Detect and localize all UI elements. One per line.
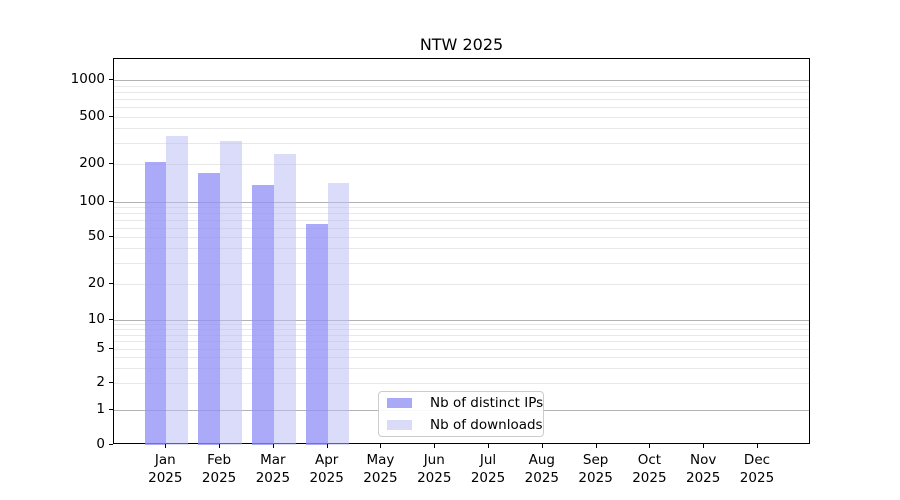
x-axis-tick [219, 444, 221, 448]
major-gridline [114, 319, 809, 321]
minor-gridline [114, 263, 809, 265]
x-axis-tick [649, 444, 651, 448]
y-axis-tick [108, 200, 113, 202]
minor-gridline [114, 164, 809, 165]
minor-gridline [114, 248, 809, 250]
x-axis-tick-label: Aug 2025 [524, 452, 559, 486]
x-axis-tick [756, 444, 758, 448]
legend-label: Nb of distinct IPs [430, 395, 544, 411]
y-axis-tick-label: 0 [96, 436, 105, 452]
y-axis-tick [108, 408, 113, 410]
minor-gridline [114, 99, 809, 101]
x-axis-tick-label: Sep 2025 [578, 452, 613, 486]
minor-gridline [114, 91, 809, 93]
x-axis-tick-label: May 2025 [363, 452, 398, 486]
x-axis-tick-label: Dec 2025 [739, 452, 775, 486]
legend-label: Nb of downloads [430, 417, 543, 433]
x-axis-tick-label: Jan 2025 [148, 452, 183, 486]
legend: Nb of distinct IPs Nb of downloads [378, 391, 544, 437]
x-axis-tick-label: Mar 2025 [255, 452, 291, 486]
minor-gridline [114, 212, 809, 214]
plot-area [113, 58, 810, 445]
bar-downloads [327, 182, 350, 445]
minor-gridline [114, 323, 809, 325]
x-axis-tick [488, 444, 490, 448]
minor-gridline [114, 237, 809, 238]
bar-distinct-ips [198, 173, 221, 445]
bar-distinct-ips [252, 185, 274, 445]
y-axis-tick [108, 79, 113, 80]
y-axis-tick [108, 444, 113, 445]
x-axis-tick-label: Apr 2025 [309, 452, 344, 486]
x-axis-tick-label: Jul 2025 [470, 452, 506, 486]
x-axis-tick-label: Jun 2025 [417, 452, 452, 486]
minor-gridline [114, 206, 809, 208]
y-axis-tick [108, 348, 113, 349]
minor-gridline [114, 219, 809, 221]
x-axis-tick [434, 444, 436, 448]
y-axis-tick [108, 318, 113, 320]
bar-distinct-ips [144, 161, 167, 445]
major-gridline [114, 80, 809, 81]
y-axis-tick-label: 200 [79, 155, 105, 171]
y-axis-tick-label: 1 [96, 400, 105, 417]
bar-downloads [220, 140, 242, 445]
minor-gridline [114, 357, 809, 359]
legend-item: Nb of distinct IPs [379, 394, 543, 413]
minor-gridline [114, 328, 809, 330]
minor-gridline [114, 128, 809, 130]
minor-gridline [114, 284, 809, 285]
x-axis-tick [703, 444, 705, 448]
y-axis-tick-label: 10 [87, 310, 105, 327]
y-axis-tick [108, 236, 113, 237]
legend-swatch-distinct-ips [387, 397, 412, 409]
chart-title: NTW 2025 [419, 35, 504, 54]
minor-gridline [114, 107, 809, 109]
x-axis-tick-label: Feb 2025 [201, 452, 237, 486]
minor-gridline [114, 349, 809, 350]
y-axis-tick-label: 500 [79, 108, 105, 124]
legend-swatch-downloads [387, 419, 412, 431]
y-axis-tick [108, 382, 113, 383]
minor-gridline [114, 143, 809, 145]
bar-downloads [166, 136, 189, 445]
minor-gridline [114, 334, 809, 336]
minor-gridline [114, 341, 809, 343]
y-axis-tick-label: 20 [87, 275, 105, 291]
minor-gridline [114, 383, 809, 384]
x-axis-tick [326, 444, 328, 448]
y-axis-tick [108, 163, 113, 164]
minor-gridline [114, 227, 809, 229]
y-axis-tick [108, 116, 113, 117]
bar-downloads [273, 154, 296, 445]
x-axis-tick [380, 444, 382, 448]
major-gridline [114, 201, 809, 203]
y-axis-tick-label: 50 [87, 228, 105, 244]
y-axis-tick [108, 283, 113, 284]
y-axis-tick-label: 5 [96, 340, 105, 356]
x-axis-tick [272, 444, 274, 448]
x-axis-tick-label: Nov 2025 [686, 452, 721, 486]
x-axis-tick [165, 444, 167, 448]
bar-distinct-ips [305, 224, 328, 445]
y-axis-tick-label: 2 [96, 374, 105, 390]
y-axis-tick-label: 1000 [70, 71, 105, 87]
y-axis-tick-label: 100 [79, 192, 105, 209]
minor-gridline [114, 85, 809, 87]
x-axis-tick [595, 444, 597, 448]
x-axis-tick [541, 444, 543, 448]
x-axis-tick-label: Oct 2025 [632, 452, 667, 486]
legend-item: Nb of downloads [379, 416, 543, 435]
minor-gridline [114, 367, 809, 369]
minor-gridline [114, 117, 809, 118]
